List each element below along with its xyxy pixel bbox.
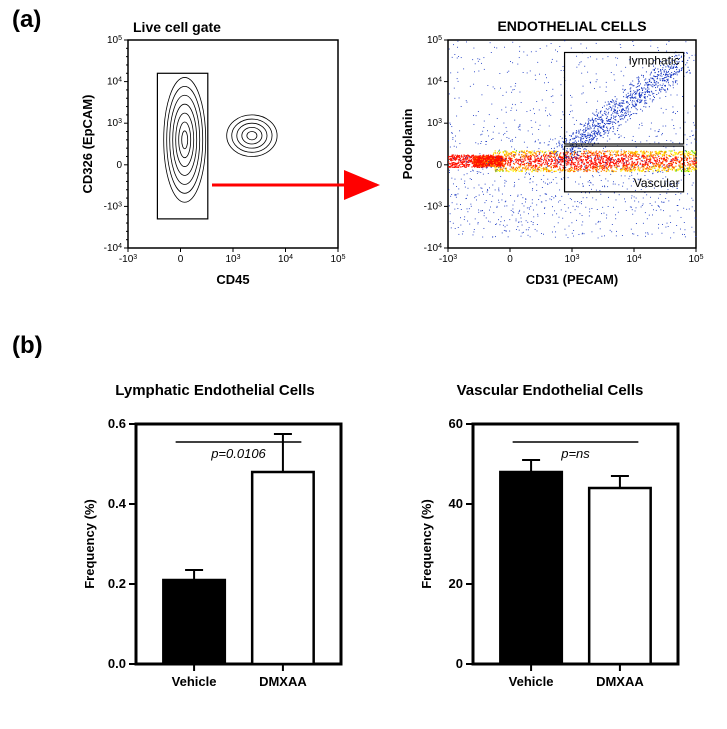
vascular-bar-chart: 0 20 40 60 Frequency (%) Vehicle DMXAA p=ns <box>415 406 690 706</box>
svg-text:lymphatic: lymphatic <box>629 53 680 67</box>
svg-text:ENDOTHELIAL CELLS: ENDOTHELIAL CELLS <box>497 18 646 34</box>
svg-text:-104: -104 <box>424 243 442 255</box>
lymphatic-bar-chart: 0.0 0.2 0.4 0.6 Frequency (%) Vehicle DMXAA p=0… <box>78 406 353 706</box>
svg-text:-103: -103 <box>424 201 442 213</box>
svg-text:Live cell gate: Live cell gate <box>133 19 221 35</box>
svg-text:Vehicle: Vehicle <box>172 674 217 689</box>
svg-text:Vehicle: Vehicle <box>509 674 554 689</box>
svg-text:Frequency (%): Frequency (%) <box>419 499 434 589</box>
svg-text:105: 105 <box>330 254 345 266</box>
svg-text:0.0: 0.0 <box>108 656 126 671</box>
svg-text:CD326 (EpCAM): CD326 (EpCAM) <box>80 95 95 194</box>
svg-text:p=0.0106: p=0.0106 <box>210 446 266 461</box>
svg-text:-103: -103 <box>104 201 122 213</box>
svg-text:DMXAA: DMXAA <box>259 674 307 689</box>
svg-text:0: 0 <box>436 160 442 171</box>
svg-text:0: 0 <box>116 160 122 171</box>
svg-text:0: 0 <box>456 656 463 671</box>
svg-text:0.4: 0.4 <box>108 496 127 511</box>
svg-text:-103: -103 <box>119 254 137 266</box>
right-bar-title: Vascular Endothelial Cells <box>420 382 680 399</box>
panel-b-label: (b) <box>12 332 43 360</box>
svg-text:104: 104 <box>278 254 293 266</box>
svg-text:105: 105 <box>427 35 442 47</box>
gating-arrow <box>212 170 392 200</box>
svg-text:0: 0 <box>507 254 513 265</box>
svg-text:-104: -104 <box>104 243 122 255</box>
facs-contour-plot: Live cell gate-104-1030103104105-1030103… <box>78 18 348 288</box>
svg-text:0: 0 <box>178 254 184 265</box>
left-bar-title: Lymphatic Endothelial Cells <box>85 382 345 399</box>
svg-text:104: 104 <box>107 76 122 88</box>
svg-text:Podoplanin: Podoplanin <box>400 109 415 180</box>
svg-text:40: 40 <box>449 496 463 511</box>
svg-text:DMXAA: DMXAA <box>596 674 644 689</box>
panel-a-label: (a) <box>12 6 41 34</box>
svg-text:CD45: CD45 <box>216 272 249 287</box>
svg-text:0.6: 0.6 <box>108 416 126 431</box>
svg-text:60: 60 <box>449 416 463 431</box>
svg-text:CD31 (PECAM): CD31 (PECAM) <box>526 272 618 287</box>
facs-scatter-plot: ENDOTHELIAL CELLS-104-1030103104105-1030… <box>398 18 708 288</box>
svg-text:103: 103 <box>107 118 122 130</box>
svg-text:103: 103 <box>427 118 442 130</box>
svg-text:Frequency (%): Frequency (%) <box>82 499 97 589</box>
svg-text:103: 103 <box>225 254 240 266</box>
svg-text:Vascular: Vascular <box>634 176 680 190</box>
svg-text:0.2: 0.2 <box>108 576 126 591</box>
svg-text:105: 105 <box>688 254 703 266</box>
svg-text:-103: -103 <box>439 254 457 266</box>
svg-text:103: 103 <box>564 254 579 266</box>
svg-text:104: 104 <box>427 76 442 88</box>
svg-text:104: 104 <box>626 254 641 266</box>
svg-text:20: 20 <box>449 576 463 591</box>
svg-text:p=ns: p=ns <box>560 446 590 461</box>
svg-text:105: 105 <box>107 35 122 47</box>
